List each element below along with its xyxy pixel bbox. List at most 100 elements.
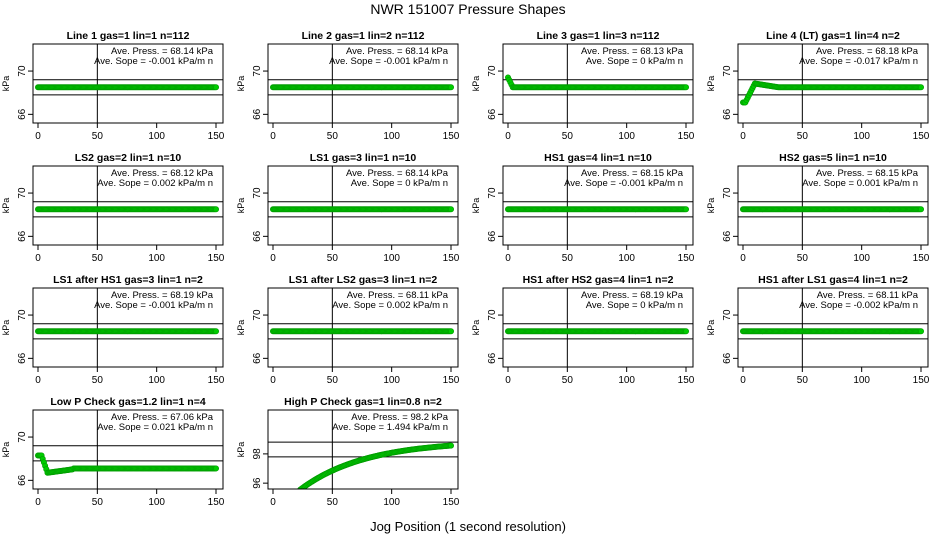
x-tick-label: 100	[383, 497, 400, 508]
x-tick-label: 100	[148, 497, 165, 508]
y-axis-label: kPa	[236, 320, 246, 336]
data-point	[682, 328, 689, 335]
plot-frame	[267, 43, 459, 124]
stats-annotation: Ave. Sope = -0.001 kPa/m n	[564, 178, 683, 189]
panel-11: HS1 after HS2 gas=4 lin=1 n=2 0 50 100 150 66…	[471, 274, 695, 386]
plot-frame	[32, 409, 224, 490]
x-tick-label: 0	[35, 497, 41, 508]
data-point	[917, 206, 924, 213]
data-point	[917, 84, 924, 91]
x-tick-label: 0	[35, 253, 41, 264]
panel-3: Line 3 gas=1 lin=3 n=112 0 50 100 150 66 70 kPa…	[471, 30, 695, 142]
panel-title: High P Check gas=1 lin=0.8 n=2	[284, 396, 442, 408]
y-tick-label: 66	[722, 352, 733, 364]
data-point	[270, 510, 275, 515]
panel-13: Low P Check gas=1.2 lin=1 n=4 0 50 100 150 66…	[1, 396, 225, 508]
x-tick-label: 100	[618, 375, 635, 386]
y-tick-label: 66	[722, 230, 733, 242]
x-tick-label: 100	[383, 253, 400, 264]
panel-4: Line 4 (LT) gas=1 lin=4 n=2 0 50 100 150 66 70…	[706, 30, 930, 142]
data-point	[277, 510, 282, 515]
x-tick-label: 100	[148, 375, 165, 386]
x-tick-label: 150	[678, 253, 695, 264]
x-tick-label: 150	[208, 131, 225, 142]
stats-annotation: Ave. Sope = 1.494 kPa/m n	[332, 422, 448, 433]
y-axis-label: kPa	[1, 320, 11, 336]
y-tick-label: 98	[252, 448, 263, 460]
y-axis-label: kPa	[471, 76, 481, 92]
x-tick-label: 0	[35, 375, 41, 386]
figure-xlabel: Jog Position (1 second resolution)	[370, 519, 566, 534]
x-tick-label: 0	[505, 375, 511, 386]
stats-annotation: Ave. Press. = 98.2 kPa	[351, 412, 448, 423]
y-tick-label: 70	[252, 309, 263, 321]
panel-title: Low P Check gas=1.2 lin=1 n=4	[50, 396, 205, 408]
panel-title: HS1 gas=4 lin=1 n=10	[544, 152, 652, 164]
y-axis-label: kPa	[236, 76, 246, 92]
x-tick-label: 0	[740, 253, 746, 264]
stats-annotation: Ave. Press. = 68.11 kPa	[817, 290, 919, 301]
data-points	[34, 452, 220, 476]
x-tick-label: 100	[148, 131, 165, 142]
data-point	[285, 504, 290, 509]
x-tick-label: 100	[618, 253, 635, 264]
data-point	[213, 206, 220, 213]
plot-frame	[267, 409, 459, 490]
x-tick-label: 150	[443, 375, 460, 386]
plot-frame	[502, 43, 694, 124]
panel-title: LS2 gas=2 lin=1 n=10	[75, 152, 182, 164]
data-point	[213, 465, 220, 472]
panel-9: LS1 after HS1 gas=3 lin=1 n=2 0 50 100 150 66…	[1, 274, 225, 386]
x-tick-label: 50	[327, 497, 339, 508]
data-point	[279, 509, 284, 514]
panel-12: HS1 after LS1 gas=4 lin=1 n=2 0 50 100 150 66…	[706, 274, 930, 386]
x-tick-label: 100	[853, 375, 870, 386]
x-tick-label: 150	[913, 253, 930, 264]
stats-annotation: Ave. Press. = 67.06 kPa	[111, 412, 214, 423]
data-point	[290, 498, 295, 503]
x-tick-label: 50	[797, 253, 809, 264]
panel-title: Line 3 gas=1 lin=3 n=112	[537, 30, 660, 42]
data-point	[917, 328, 924, 335]
data-points	[270, 442, 454, 515]
plot-frame	[32, 43, 224, 124]
y-tick-label: 70	[17, 431, 28, 443]
data-point	[213, 328, 220, 335]
y-axis-label: kPa	[236, 198, 246, 214]
x-tick-label: 50	[797, 375, 809, 386]
stats-annotation: Ave. Sope = 0.021 kPa/m n	[97, 422, 213, 433]
x-tick-label: 50	[327, 131, 339, 142]
y-tick-label: 96	[252, 477, 263, 489]
y-tick-label: 70	[722, 65, 733, 77]
y-axis-label: kPa	[1, 198, 11, 214]
stats-annotation: Ave. Sope = 0.002 kPa/m n	[332, 300, 448, 311]
x-tick-label: 50	[327, 375, 339, 386]
data-point	[213, 84, 220, 91]
x-tick-label: 100	[383, 131, 400, 142]
x-tick-label: 50	[92, 131, 104, 142]
x-tick-label: 100	[148, 253, 165, 264]
x-tick-label: 50	[562, 375, 574, 386]
plot-frame	[502, 165, 694, 246]
stats-annotation: Ave. Press. = 68.11 kPa	[347, 290, 449, 301]
y-axis-label: kPa	[706, 198, 716, 214]
stats-annotation: Ave. Sope = -0.017 kPa/m n	[799, 56, 918, 67]
x-tick-label: 150	[678, 131, 695, 142]
y-tick-label: 66	[252, 108, 263, 120]
x-tick-label: 150	[913, 131, 930, 142]
x-tick-label: 150	[443, 131, 460, 142]
plot-frame	[737, 287, 929, 368]
data-point	[447, 328, 454, 335]
stats-annotation: Ave. Press. = 68.18 kPa	[816, 46, 919, 57]
x-tick-label: 150	[443, 497, 460, 508]
data-point	[274, 510, 279, 515]
y-tick-label: 66	[252, 230, 263, 242]
x-tick-label: 0	[505, 131, 511, 142]
data-point	[447, 84, 454, 91]
panels: Line 1 gas=1 lin=1 n=112 0 50 100 150 66 70 kPa…	[1, 30, 930, 515]
x-tick-label: 0	[740, 131, 746, 142]
stats-annotation: Ave. Press. = 68.14 kPa	[346, 168, 449, 179]
y-tick-label: 66	[17, 108, 28, 120]
y-tick-label: 70	[17, 187, 28, 199]
panel-14: High P Check gas=1 lin=0.8 n=2 0 50 100 150 9…	[236, 396, 460, 515]
